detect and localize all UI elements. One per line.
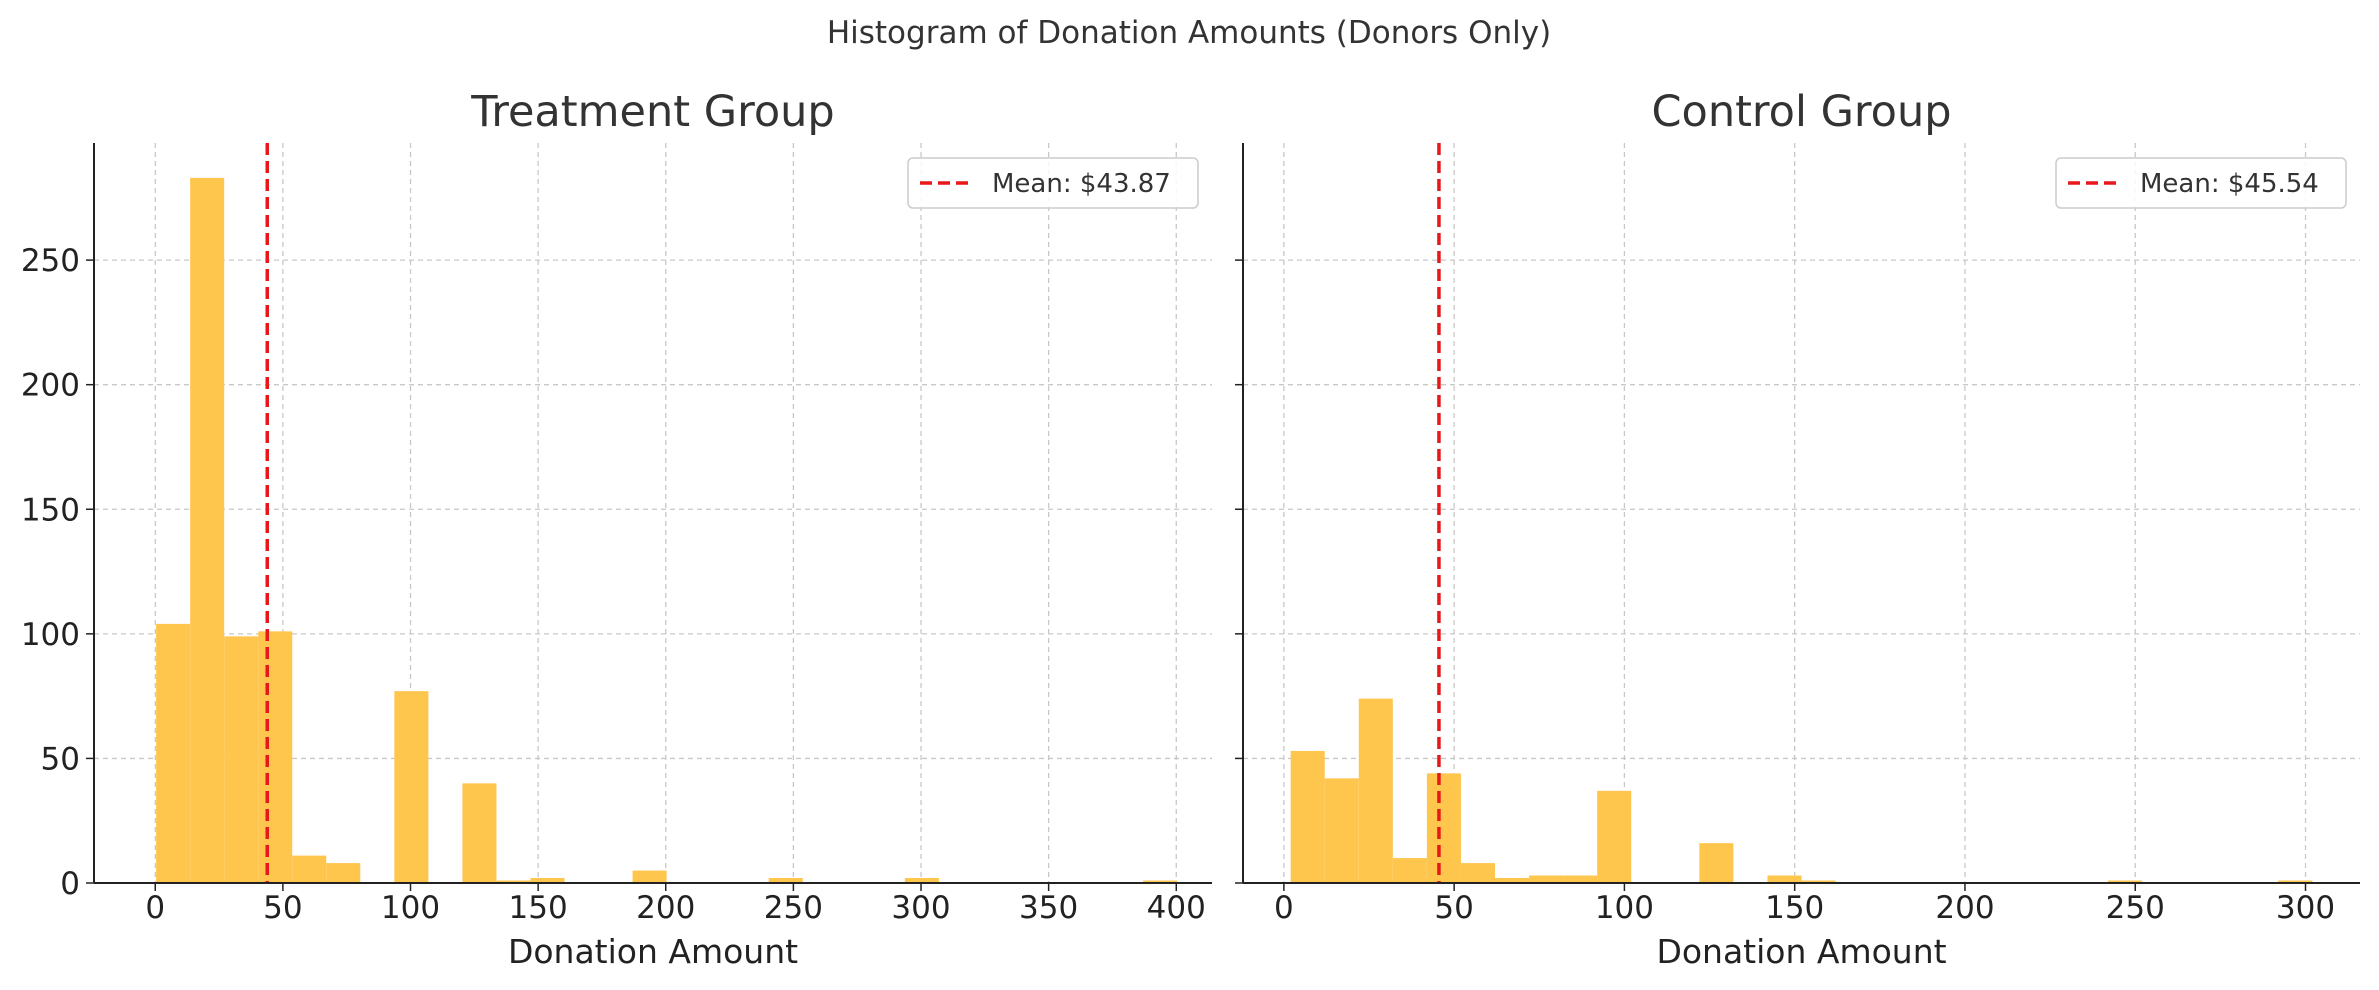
figure-title: Histogram of Donation Amounts (Donors On… bbox=[827, 15, 1551, 51]
histogram-bar bbox=[1392, 858, 1427, 883]
histogram-bar bbox=[394, 691, 429, 883]
x-tick-label: 200 bbox=[1935, 890, 1994, 926]
histogram-bar bbox=[904, 878, 939, 883]
histogram-bar bbox=[1290, 750, 1325, 883]
x-tick-label: 350 bbox=[1019, 890, 1078, 926]
x-axis-label: Donation Amount bbox=[508, 932, 798, 971]
y-tick-label: 100 bbox=[21, 617, 80, 653]
histogram-bar bbox=[1495, 878, 1530, 883]
histogram-bar bbox=[632, 870, 667, 883]
legend-box bbox=[2055, 157, 2347, 209]
histogram-bar bbox=[258, 631, 293, 883]
legend: Mean: $43.87 bbox=[907, 157, 1199, 209]
histogram-bar bbox=[156, 623, 191, 883]
x-tick-label: 200 bbox=[636, 890, 695, 926]
histogram-bar bbox=[1324, 778, 1359, 883]
x-axis-label: Donation Amount bbox=[1656, 932, 1946, 971]
histogram-bar bbox=[1529, 875, 1564, 883]
x-tick-label: 300 bbox=[2276, 890, 2335, 926]
chart-panel-treatment: 0 50 100 150 200 250 300 350 400 0 50 100 150 200 250 T… bbox=[21, 87, 1212, 971]
histogram-bar bbox=[326, 863, 361, 883]
histogram-bar bbox=[1426, 773, 1461, 883]
histogram-bar bbox=[190, 177, 225, 884]
histogram-bar bbox=[1358, 698, 1393, 883]
histogram-bar bbox=[1699, 843, 1734, 883]
x-tick-label: 250 bbox=[2106, 890, 2165, 926]
y-tick-label: 150 bbox=[21, 492, 80, 528]
legend-label: Mean: $45.54 bbox=[2140, 169, 2319, 199]
legend-box bbox=[907, 157, 1199, 209]
y-tick-label: 0 bbox=[60, 866, 80, 902]
x-tick-label: 300 bbox=[891, 890, 950, 926]
histogram-bar bbox=[2278, 880, 2313, 883]
legend: Mean: $45.54 bbox=[2055, 157, 2347, 209]
histogram-bar bbox=[2107, 880, 2143, 883]
x-tick-label: 400 bbox=[1147, 890, 1206, 926]
legend-label: Mean: $43.87 bbox=[992, 169, 1171, 199]
y-tick-label: 200 bbox=[21, 368, 80, 404]
panel-title: Control Group bbox=[1651, 87, 1951, 137]
y-tick-label: 250 bbox=[21, 243, 80, 279]
x-tick-label: 50 bbox=[1434, 890, 1473, 926]
histogram-bar bbox=[768, 878, 803, 883]
chart-panel-control: 0 50 100 150 200 250 300 Control Group Donation … bbox=[1235, 87, 2360, 971]
histogram-bar bbox=[1801, 880, 1836, 883]
x-tick-label: 0 bbox=[1274, 890, 1294, 926]
y-tick-label: 50 bbox=[41, 741, 80, 777]
histogram-bar bbox=[292, 855, 327, 883]
histogram-bar bbox=[1460, 863, 1496, 883]
histogram-bar bbox=[1563, 875, 1598, 883]
x-tick-label: 250 bbox=[764, 890, 823, 926]
histogram-bar bbox=[1597, 790, 1632, 883]
x-tick-label: 50 bbox=[263, 890, 302, 926]
histogram-bar bbox=[1767, 875, 1802, 883]
x-tick-label: 100 bbox=[381, 890, 440, 926]
panel-title: Treatment Group bbox=[470, 87, 834, 137]
histogram-bar bbox=[1143, 880, 1178, 883]
histogram-bar bbox=[462, 783, 497, 883]
x-tick-label: 0 bbox=[145, 890, 165, 926]
x-tick-label: 150 bbox=[1765, 890, 1824, 926]
histogram-bar bbox=[530, 878, 565, 883]
x-tick-label: 150 bbox=[509, 890, 568, 926]
x-tick-label: 100 bbox=[1595, 890, 1654, 926]
histogram-bar bbox=[224, 636, 259, 883]
histogram-bar bbox=[496, 880, 531, 883]
